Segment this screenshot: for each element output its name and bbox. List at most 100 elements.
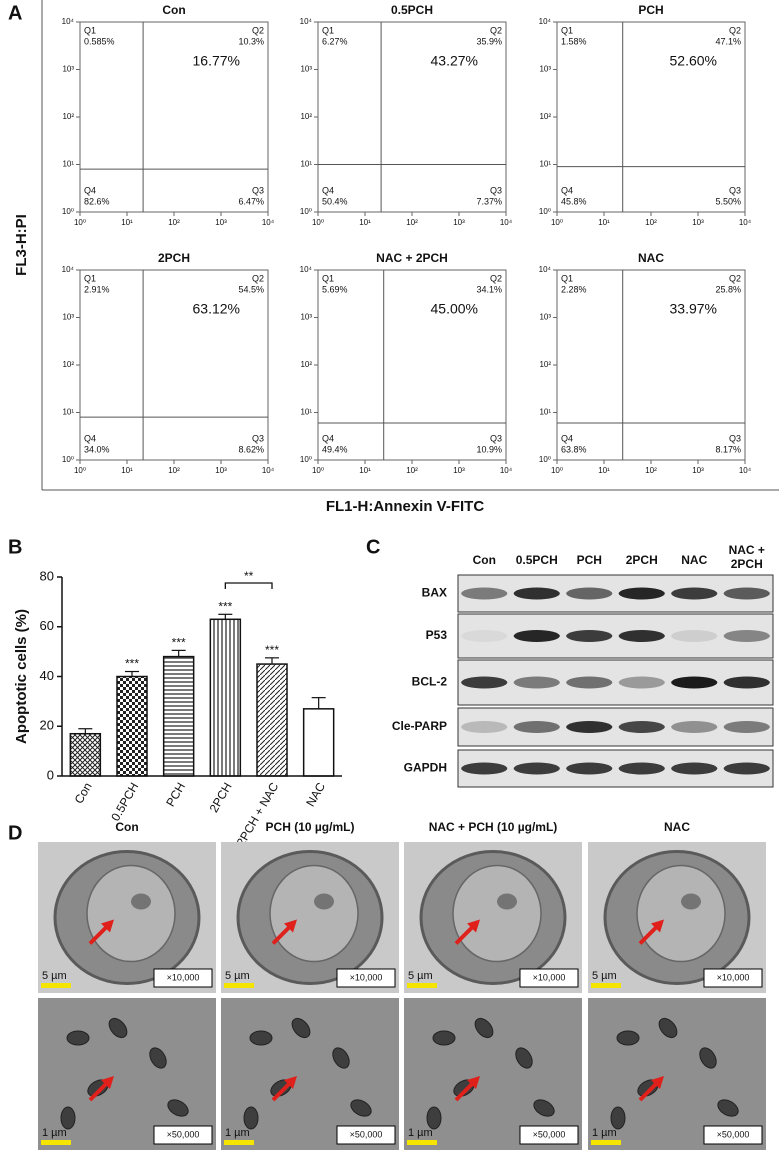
band <box>618 762 665 775</box>
arrowhead <box>651 919 664 933</box>
x-tick-label: 10⁰ <box>551 466 563 475</box>
arrowhead <box>101 1076 114 1089</box>
protein-label: GAPDH <box>404 761 447 775</box>
plot-frame <box>79 269 269 461</box>
magnification: ×50,000 <box>717 1129 750 1139</box>
magnification: ×10,000 <box>350 972 383 982</box>
y-tick-label: 80 <box>40 568 54 583</box>
plot-frame <box>317 21 507 213</box>
chromatin <box>314 893 334 910</box>
quadrant-name: Q1 <box>322 273 334 283</box>
y-tick-label: 10⁰ <box>539 455 551 464</box>
magnification: ×10,000 <box>167 972 200 982</box>
image-title: Con <box>115 820 138 834</box>
y-tick-label: 10⁰ <box>62 455 74 464</box>
y-tick-label: 10⁴ <box>300 17 313 26</box>
x-tick-label: 10⁰ <box>551 218 563 227</box>
y-tick-label: 10⁰ <box>62 207 74 216</box>
y-tick-label: 10⁴ <box>62 265 75 274</box>
mitochondrion <box>332 1047 350 1069</box>
magnification-box <box>336 968 396 988</box>
x-tick-label: 10⁰ <box>74 218 86 227</box>
quadrant-percent: 54.5% <box>238 284 264 294</box>
magnification-box <box>703 968 763 988</box>
bar <box>209 618 242 777</box>
mitochondrion <box>610 1106 626 1130</box>
scale-label: 5 µm <box>225 970 250 982</box>
micrograph: 1 µm ×50,000 <box>588 998 766 1150</box>
band <box>461 762 508 775</box>
mitochondrion <box>66 1030 90 1046</box>
x-tick-label: 10² <box>406 218 418 227</box>
x-tick-label: 10⁴ <box>500 218 513 227</box>
scale-label: 1 µm <box>592 1127 617 1139</box>
quadrant-percent: 2.91% <box>84 284 110 294</box>
plot-title: NAC + 2PCH <box>376 251 448 265</box>
y-tick-label: 10⁰ <box>539 207 551 216</box>
y-tick-label: 10³ <box>539 65 551 74</box>
quadrant-percent: 5.69% <box>322 284 348 294</box>
magnification-box <box>519 1125 579 1145</box>
y-tick-label: 10³ <box>300 313 312 322</box>
y-tick-label: 10³ <box>300 65 312 74</box>
mitochondrion <box>474 1017 494 1039</box>
y-tick-label: 10¹ <box>300 408 312 417</box>
micrograph: 1 µm ×50,000 <box>38 998 216 1150</box>
band <box>461 721 508 733</box>
x-tick-label: 10³ <box>453 466 465 475</box>
panel-label: C <box>366 536 380 558</box>
lane-label: NAC + <box>729 543 765 557</box>
quadrant-name: Q2 <box>252 273 264 283</box>
blot-strip <box>457 574 774 613</box>
scale-label: 5 µm <box>408 970 433 982</box>
y-tick-label: 10³ <box>62 65 74 74</box>
protein-label: BAX <box>422 586 447 600</box>
mitochondrion <box>249 1030 273 1046</box>
scale-bar <box>224 983 254 988</box>
band <box>513 762 560 775</box>
mitochondrion <box>616 1030 640 1046</box>
scale-label: 5 µm <box>42 970 67 982</box>
image-title: PCH (10 µg/mL) <box>266 820 355 834</box>
blot-strip <box>457 707 774 747</box>
mitochondrion <box>60 1106 76 1130</box>
magnification: ×10,000 <box>717 972 750 982</box>
y-tick-label: 10³ <box>62 313 74 322</box>
scale-bar <box>41 1140 71 1145</box>
micrograph: 5 µm ×10,000 <box>404 842 582 993</box>
y-tick-label: 20 <box>40 718 54 733</box>
arrowhead <box>651 1076 664 1089</box>
quadrant-percent: 8.17% <box>715 444 741 454</box>
quadrant-name: Q3 <box>729 433 741 443</box>
x-tick-label: 10¹ <box>121 218 133 227</box>
quadrant-percent: 50.4% <box>322 196 348 206</box>
blot-strip <box>457 749 774 788</box>
quadrant-percent: 82.6% <box>84 196 110 206</box>
band <box>671 630 718 642</box>
band <box>618 587 665 600</box>
lane-label: 2PCH <box>731 557 763 571</box>
apoptotic-total: 33.97% <box>670 301 717 317</box>
y-tick-label: 10⁰ <box>300 207 312 216</box>
arrowhead <box>467 919 480 933</box>
magnification-box <box>153 1125 213 1145</box>
micrograph: 1 µm ×50,000 <box>221 998 399 1150</box>
quadrant-name: Q1 <box>322 25 334 35</box>
x-tick-label: 10⁴ <box>500 466 513 475</box>
x-tick-label: 10¹ <box>121 466 133 475</box>
x-tick-label: 10¹ <box>359 218 371 227</box>
x-tick-label: 2PCH + NAC <box>234 780 282 849</box>
band <box>461 676 508 689</box>
x-tick-label: 10² <box>168 218 180 227</box>
apoptotic-total: 16.77% <box>193 53 240 69</box>
mitochondrion <box>717 1099 739 1117</box>
x-tick-label: 10³ <box>453 218 465 227</box>
band <box>723 587 770 600</box>
y-tick-label: 10¹ <box>539 160 551 169</box>
y-tick-label: 10⁴ <box>539 17 552 26</box>
apoptotic-total: 43.27% <box>431 53 478 69</box>
quadrant-name: Q2 <box>252 25 264 35</box>
quadrant-name: Q1 <box>84 273 96 283</box>
